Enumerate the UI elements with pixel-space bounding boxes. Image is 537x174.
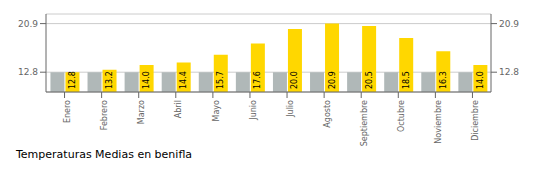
svg-text:Junio: Junio <box>249 100 258 121</box>
svg-text:Noviembre: Noviembre <box>434 100 443 144</box>
svg-text:Diciembre: Diciembre <box>471 100 480 141</box>
svg-text:13.2: 13.2 <box>105 71 114 89</box>
svg-text:14.0: 14.0 <box>476 71 485 89</box>
svg-text:Marzo: Marzo <box>137 100 146 124</box>
svg-text:Abril: Abril <box>174 100 183 118</box>
svg-text:12.8: 12.8 <box>68 71 77 89</box>
svg-text:18.5: 18.5 <box>402 71 411 89</box>
svg-text:12.8: 12.8 <box>499 67 519 77</box>
svg-text:14.0: 14.0 <box>142 71 151 89</box>
svg-text:15.7: 15.7 <box>216 71 225 89</box>
svg-text:20.0: 20.0 <box>290 71 299 89</box>
svg-text:20.9: 20.9 <box>328 71 337 89</box>
svg-text:Octubre: Octubre <box>397 100 406 132</box>
svg-text:20.5: 20.5 <box>365 71 374 89</box>
svg-text:Mayo: Mayo <box>212 100 221 122</box>
svg-text:Septiembre: Septiembre <box>360 100 369 146</box>
svg-text:14.4: 14.4 <box>179 71 188 89</box>
svg-text:Febrero: Febrero <box>100 100 109 130</box>
svg-text:20.9: 20.9 <box>499 19 519 29</box>
svg-text:20.9: 20.9 <box>18 19 38 29</box>
svg-text:12.8: 12.8 <box>18 67 38 77</box>
svg-text:17.6: 17.6 <box>253 71 262 89</box>
svg-text:Agosto: Agosto <box>323 100 332 128</box>
svg-text:Julio: Julio <box>286 100 295 118</box>
html-text:Temperaturas Medias en benifla: Temperaturas Medias en benifla <box>16 148 193 161</box>
svg-text:Enero: Enero <box>63 100 72 123</box>
svg-text:16.3: 16.3 <box>439 71 448 89</box>
